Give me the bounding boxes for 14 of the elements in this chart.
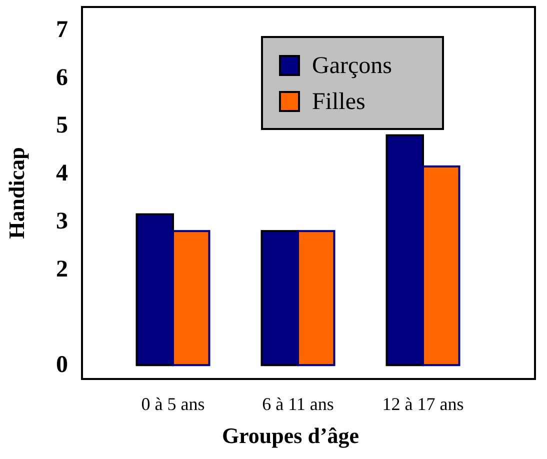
y-tick-label: 3 [56,208,68,234]
y-tick-label: 4 [56,160,68,187]
x-tick-label: 12 à 17 ans [382,394,464,414]
x-axis-title: Groupes d’âge [222,423,360,448]
y-tick-label: 5 [56,112,68,139]
y-tick-label: 2 [56,256,68,282]
y-tick-label: 7 [56,16,68,43]
legend-label: Filles [312,89,366,115]
x-tick-label: 6 à 11 ans [262,394,334,414]
y-axis-title: Handicap [4,147,29,239]
y-tick-label: 0 [56,352,68,378]
y-tick-label: 6 [56,64,68,91]
x-tick-label: 0 à 5 ans [141,394,205,414]
legend-label: Garçons [312,53,392,79]
